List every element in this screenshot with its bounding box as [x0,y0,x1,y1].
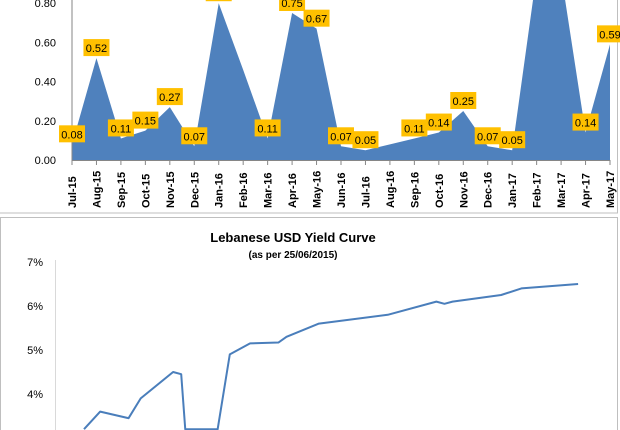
y-tick-label: 0.40 [35,77,56,89]
x-tick-label: Oct-16 [434,174,446,208]
x-tick-label: Jul-16 [360,176,372,208]
data-label: 0.14 [425,113,452,131]
data-label-text: 0.07 [330,131,351,143]
y-tick-label: 5% [27,345,43,357]
data-label: 0.08 [59,125,85,143]
x-tick-label: Apr-17 [581,173,593,208]
x-tick-label: Sep-15 [116,172,128,208]
x-tick-label: Nov-16 [458,171,470,208]
data-label-text: 0.14 [575,118,596,130]
data-label-text: 0.59 [599,29,620,41]
y-tick-label: 0.60 [35,37,56,49]
data-label-text: 0.25 [453,96,474,108]
data-label: 0.27 [156,88,183,106]
x-tick-label: Feb-17 [532,173,544,208]
data-label-text: 0.08 [61,129,82,141]
x-tick-label: Aug-15 [91,171,103,208]
data-label: 0.07 [181,127,208,145]
y-tick-label: 4% [27,389,43,401]
data-label: 0.07 [328,127,354,145]
data-label: 0.59 [597,25,620,43]
data-label-text: 0.15 [135,116,156,128]
y-tick-label: 7% [27,257,43,269]
data-label: 0.11 [107,119,134,137]
yield-curve-line [83,283,579,430]
x-tick-label: Apr-16 [287,173,299,208]
data-label-text: 0.14 [428,118,449,130]
data-label-box [303,9,330,27]
x-tick-label: Mar-17 [556,173,568,208]
data-label-text: 0.52 [86,43,107,55]
data-label-text: 0.05 [501,135,522,147]
data-label: 0.14 [572,113,599,131]
x-tick-label: Jun-16 [336,173,348,208]
data-label-box [474,127,501,145]
data-label: 0.11 [401,119,428,137]
data-label-box [254,119,281,137]
data-label-box [425,113,452,131]
y-tick-label: 0.80 [35,0,56,10]
data-label: 0.11 [254,119,281,137]
data-label-box [499,131,526,149]
data-label-text: 0.05 [355,135,376,147]
data-label-box [107,119,134,137]
data-label: 0.25 [450,92,477,109]
data-label: 0.15 [132,111,159,129]
x-tick-label: Sep-16 [409,172,421,208]
x-tick-label: Feb-16 [238,173,250,208]
data-label-text: 0.11 [257,123,278,135]
x-tick-label: Jul-15 [67,176,79,208]
monthly-area-chart: 0.00 0.20 0.40 0.60 0.80 Jul-15 Aug-15 Sep-15 O… [0,0,620,214]
data-label-box [279,0,306,11]
data-label-box [83,39,110,57]
x-tick-label: Aug-16 [385,171,397,208]
data-label-box [205,0,232,2]
bottom-chart-frame [0,217,618,430]
data-label-text: 0.11 [111,123,132,135]
y-tick-label: 6% [27,301,43,313]
x-tick-label: Mar-16 [263,173,275,208]
data-label: 0.67 [303,9,330,27]
data-label-box [352,131,379,149]
area-series [72,0,610,160]
data-label: 0.05 [499,131,526,149]
data-label-box [572,113,599,131]
data-label: 0.75 [279,0,306,11]
data-label: 0.05 [352,131,379,149]
data-label-box [59,125,85,143]
data-label: 0.52 [83,39,110,57]
x-tick-label: May-16 [312,171,324,208]
data-label: 0.80 [205,0,232,2]
data-label-text: 0.75 [281,0,302,10]
data-label-text: 0.11 [404,123,425,135]
x-tick-label: May-17 [605,171,617,208]
x-tick-label: Jan-17 [507,173,519,208]
data-label-box [132,111,159,129]
data-label-box [450,92,477,109]
data-label-text: 0.07 [184,131,205,143]
data-label-box [181,127,208,145]
data-label-box [597,25,620,43]
x-tick-label: Nov-15 [165,171,177,208]
x-tick-label: Oct-15 [140,174,152,208]
data-label: 0.07 [474,127,501,145]
data-label-box [328,127,354,145]
x-tick-label: Jan-16 [214,173,226,208]
data-label-text: 0.07 [477,131,498,143]
chart-title: Lebanese USD Yield Curve [210,230,375,245]
data-label-box [401,119,428,137]
data-label-text: 0.67 [306,14,327,26]
x-tick-label: Dec-16 [483,172,495,208]
y-tick-label: 0.20 [35,116,56,128]
x-tick-label: Dec-15 [189,172,201,208]
data-label-text: 0.27 [159,92,180,104]
chart-subtitle: (as per 25/06/2015) [249,250,338,261]
yield-curve-chart: Lebanese USD Yield Curve (as per 25/06/2… [0,217,618,430]
y-tick-label: 0.00 [35,155,56,167]
data-label-box [156,88,183,106]
